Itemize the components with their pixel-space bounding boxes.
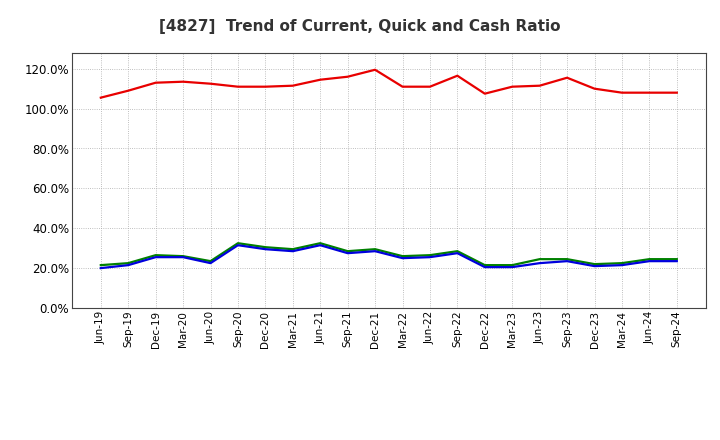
Cash Ratio [371, 249, 379, 254]
Current Ratio [261, 84, 270, 89]
Quick Ratio [645, 257, 654, 262]
Quick Ratio [151, 253, 160, 258]
Cash Ratio [343, 250, 352, 256]
Cash Ratio [233, 242, 242, 248]
Cash Ratio [645, 259, 654, 264]
Cash Ratio [316, 242, 325, 248]
Current Ratio [645, 90, 654, 95]
Cash Ratio [398, 256, 407, 261]
Current Ratio [316, 77, 325, 82]
Current Ratio [426, 84, 434, 89]
Quick Ratio [453, 249, 462, 254]
Quick Ratio [261, 245, 270, 250]
Cash Ratio [261, 246, 270, 252]
Quick Ratio [480, 263, 489, 268]
Cash Ratio [124, 263, 132, 268]
Current Ratio [453, 73, 462, 78]
Quick Ratio [536, 257, 544, 262]
Current Ratio [371, 67, 379, 73]
Current Ratio [618, 90, 626, 95]
Current Ratio [124, 88, 132, 93]
Current Ratio [590, 86, 599, 92]
Quick Ratio [508, 263, 516, 268]
Current Ratio [672, 90, 681, 95]
Current Ratio [289, 83, 297, 88]
Current Ratio [151, 80, 160, 85]
Cash Ratio [508, 264, 516, 270]
Cash Ratio [453, 250, 462, 256]
Quick Ratio [398, 253, 407, 259]
Current Ratio [233, 84, 242, 89]
Quick Ratio [343, 249, 352, 254]
Line: Current Ratio: Current Ratio [101, 70, 677, 98]
Quick Ratio [124, 260, 132, 266]
Cash Ratio [289, 249, 297, 254]
Cash Ratio [480, 264, 489, 270]
Current Ratio [480, 91, 489, 96]
Cash Ratio [590, 264, 599, 269]
Current Ratio [343, 74, 352, 79]
Cash Ratio [96, 265, 105, 271]
Cash Ratio [179, 254, 187, 260]
Current Ratio [508, 84, 516, 89]
Quick Ratio [96, 263, 105, 268]
Cash Ratio [536, 260, 544, 266]
Current Ratio [179, 79, 187, 84]
Text: [4827]  Trend of Current, Quick and Cash Ratio: [4827] Trend of Current, Quick and Cash … [159, 19, 561, 34]
Current Ratio [206, 81, 215, 86]
Quick Ratio [233, 241, 242, 246]
Line: Quick Ratio: Quick Ratio [101, 243, 677, 265]
Quick Ratio [563, 257, 572, 262]
Current Ratio [398, 84, 407, 89]
Cash Ratio [206, 260, 215, 266]
Quick Ratio [426, 253, 434, 258]
Cash Ratio [151, 254, 160, 260]
Quick Ratio [206, 259, 215, 264]
Current Ratio [96, 95, 105, 100]
Quick Ratio [289, 246, 297, 252]
Quick Ratio [179, 253, 187, 259]
Quick Ratio [371, 246, 379, 252]
Cash Ratio [618, 263, 626, 268]
Cash Ratio [563, 259, 572, 264]
Line: Cash Ratio: Cash Ratio [101, 245, 677, 268]
Quick Ratio [316, 241, 325, 246]
Quick Ratio [618, 260, 626, 266]
Cash Ratio [672, 259, 681, 264]
Current Ratio [563, 75, 572, 81]
Cash Ratio [426, 254, 434, 260]
Current Ratio [536, 83, 544, 88]
Quick Ratio [672, 257, 681, 262]
Quick Ratio [590, 261, 599, 267]
